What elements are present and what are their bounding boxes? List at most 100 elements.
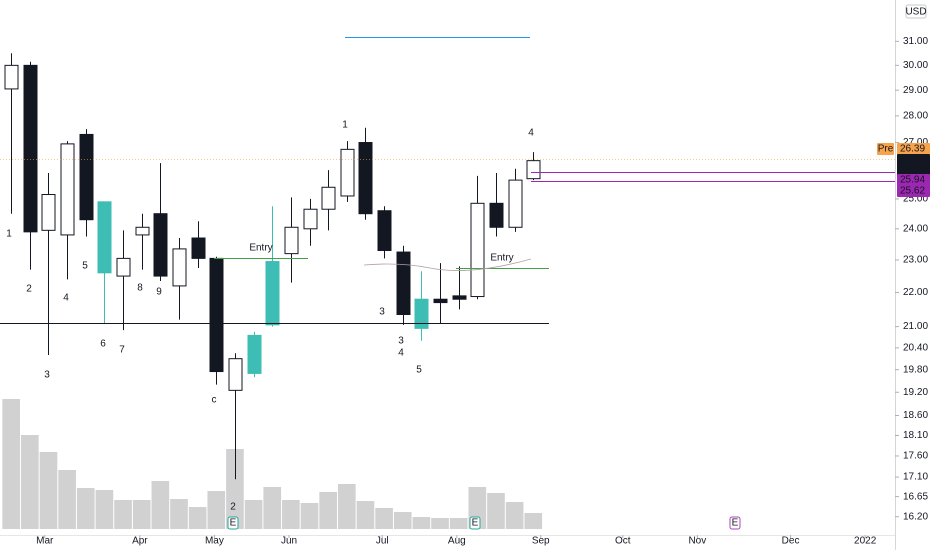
volume-bar (300, 503, 319, 529)
volume-bar (132, 500, 151, 529)
price-tag: 26.34 (900, 155, 925, 166)
volume-bar (524, 513, 543, 529)
annotation: 3 (379, 307, 385, 318)
candle-body (79, 133, 94, 221)
volume-bar (151, 481, 170, 529)
annotation: 5 (82, 261, 88, 272)
volume-bar (114, 500, 132, 529)
volume-bar (449, 518, 468, 529)
volume-bar (39, 452, 58, 529)
volume-bar (282, 500, 300, 529)
candle-body (377, 210, 392, 251)
y-tick-label: 18.10 (903, 430, 928, 441)
price-tag-box (897, 185, 930, 197)
x-tick-label: Mar (36, 536, 54, 547)
currency-box[interactable] (905, 4, 927, 19)
candle-body (228, 358, 243, 391)
volume-bar (21, 435, 39, 529)
price-tag: 26.39 (900, 144, 925, 155)
y-tick-label: 19.20 (903, 387, 928, 398)
volume-bar (2, 399, 21, 529)
event-marker[interactable] (729, 516, 741, 530)
y-tick-label: 29.00 (903, 85, 928, 96)
y-tick-label: 28.00 (903, 111, 928, 122)
candle-body (414, 298, 429, 329)
volume-bar (207, 491, 226, 529)
annotation: 9 (156, 287, 162, 298)
currency[interactable]: USD (905, 7, 926, 18)
volume-bar (76, 488, 95, 529)
x-tick-label: Sep (532, 536, 550, 547)
price-tag-box (897, 143, 930, 155)
annotation: Entry (490, 253, 513, 264)
x-tick-label: May (205, 536, 224, 547)
event-marker[interactable] (227, 516, 239, 530)
annotation: 4 (63, 293, 69, 304)
annotation: 7 (119, 345, 125, 356)
volume-bar (58, 470, 76, 529)
candle-body (284, 226, 299, 255)
y-tick-label: 23.00 (903, 255, 928, 266)
price-tag: 25.62 (900, 186, 925, 197)
candle-body (135, 226, 150, 236)
volume-bar (431, 518, 449, 529)
event-label[interactable]: E (472, 518, 479, 529)
pre-tag: Pre (878, 144, 894, 155)
annotation: 3 (44, 370, 50, 381)
candle-body (508, 179, 523, 228)
volume-bar (375, 508, 393, 529)
volume-bar (263, 487, 282, 529)
annotation: 4 (398, 348, 404, 359)
volume-bar (356, 501, 375, 529)
event-label[interactable]: E (230, 518, 237, 529)
candle-body (97, 201, 112, 274)
x-tick-label: Apr (132, 536, 148, 547)
event-label[interactable]: E (732, 518, 739, 529)
annotation: 5 (416, 365, 422, 376)
candle-body (489, 202, 504, 228)
annotation: 6 (100, 339, 106, 350)
volume-bar (226, 449, 244, 529)
candle-body (172, 248, 187, 287)
annotation: 8 (137, 283, 143, 294)
volume-bar (244, 500, 263, 529)
x-tick-label: Oct (615, 536, 631, 547)
annotation: 3 (398, 336, 404, 347)
candle-body (265, 261, 280, 326)
y-tick-label: 17.10 (903, 472, 928, 483)
annotation: 1 (6, 229, 12, 240)
price-tag: 25.94 (900, 175, 925, 186)
candle-body (247, 334, 262, 374)
y-tick-label: 22.00 (903, 287, 928, 298)
candle-body (321, 186, 336, 210)
candle-body (340, 148, 355, 197)
candle-body (526, 160, 541, 180)
x-tick-label: Dec (782, 536, 800, 547)
volume-bar (487, 493, 505, 529)
countdown-box (897, 165, 930, 176)
volume-bar (337, 484, 356, 529)
annotation: Entry (249, 243, 272, 254)
y-tick-label: 25.00 (903, 194, 928, 205)
y-tick-label: 21.00 (903, 321, 928, 332)
candle-body (396, 251, 411, 315)
y-tick-label: 16.65 (903, 491, 928, 502)
x-tick-label: 2022 (854, 536, 877, 547)
candle-body (470, 202, 485, 298)
y-tick-label: 31.00 (903, 36, 928, 47)
annotation: c (212, 395, 217, 406)
candle-body (23, 64, 38, 233)
volume-bar (393, 512, 412, 529)
annotation: 1 (342, 120, 348, 131)
y-tick-label: 19.80 (903, 364, 928, 375)
countdown: 2d 11h (900, 165, 930, 176)
y-tick-label: 17.60 (903, 451, 928, 462)
x-tick-label: Jul (376, 536, 389, 547)
event-marker[interactable] (469, 516, 481, 530)
y-tick-label: 16.20 (903, 511, 928, 522)
volume-bar (505, 502, 524, 529)
volume-bar (319, 492, 337, 529)
price-tag-box (897, 154, 930, 166)
